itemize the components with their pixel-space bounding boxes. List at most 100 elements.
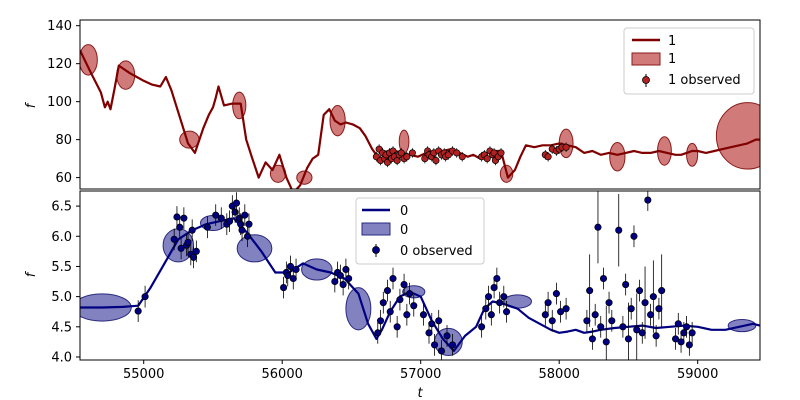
top-observed-point-9 [389, 147, 397, 155]
top-y-ticks: 60 80 100 120 140 [47, 19, 80, 186]
top-legend-point-swatch [642, 76, 650, 84]
bottom-x-tick-label-1: 56000 [262, 367, 303, 382]
bottom-observed-point-31 [289, 274, 297, 283]
bottom-observed-point-15 [217, 214, 225, 222]
bottom-observed-point-82 [605, 299, 613, 307]
bottom-y-ticks: 4.0 4.5 5.0 5.5 6.0 6.5 [51, 200, 80, 365]
top-y-tick-label-0: 60 [55, 171, 72, 186]
bottom-observed-point-6 [180, 214, 188, 222]
bottom-observed-point-43 [386, 308, 394, 316]
top-observed-point-39 [497, 149, 505, 157]
bottom-observed-point-38 [345, 274, 353, 283]
top-band-0 [80, 44, 98, 76]
bottom-observed-point-98 [655, 305, 663, 313]
bottom-observed-point-69 [544, 299, 552, 307]
bottom-observed-point-12 [192, 247, 200, 255]
bottom-observed-point-24 [241, 211, 249, 219]
bottom-observed-point-2 [170, 235, 178, 243]
bottom-observed-point-104 [683, 323, 691, 331]
bottom-observed-point-90 [633, 326, 641, 334]
bottom-observed-point-55 [435, 317, 443, 325]
bottom-observed-point-93 [641, 299, 649, 307]
bottom-observed-point-79 [597, 323, 605, 331]
bottom-observed-point-72 [557, 308, 565, 316]
bottom-y-axis-label: f [24, 270, 39, 277]
top-y-tick-label-2: 100 [47, 95, 72, 110]
bottom-band-5 [345, 287, 372, 331]
bottom-observed-point-5 [177, 244, 185, 252]
bottom-observed-point-32 [292, 265, 300, 274]
bottom-observed-point-50 [410, 302, 418, 310]
bottom-observed-point-65 [496, 299, 504, 307]
bottom-observed-point-66 [500, 293, 508, 301]
bottom-observed-point-22 [237, 220, 245, 228]
bottom-observed-point-92 [638, 329, 646, 337]
bottom-observed-point-54 [430, 341, 439, 349]
bottom-y-tick-label-1: 4.5 [51, 320, 72, 335]
bottom-observed-point-75 [586, 287, 594, 295]
bottom-observed-point-23 [238, 226, 246, 234]
bottom-observed-point-35 [336, 271, 344, 280]
bottom-observed-point-11 [190, 253, 198, 261]
top-legend-box [623, 27, 755, 95]
bottom-observed-point-27 [280, 284, 288, 292]
bottom-observed-point-84 [615, 226, 623, 234]
bottom-observed-point-10 [188, 226, 196, 234]
bottom-observed-point-87 [624, 335, 632, 343]
bottom-observed-point-76 [588, 335, 596, 343]
top-legend-band-swatch [631, 52, 661, 66]
bottom-observed-point-68 [541, 311, 549, 319]
bottom-observed-point-91 [635, 287, 644, 295]
bottom-plot-area [80, 191, 760, 360]
top-observed-point-15 [403, 153, 411, 161]
top-legend-observed-label: 1 observed [668, 73, 741, 88]
bottom-observed-point-70 [548, 317, 556, 325]
bottom-observed-point-88 [627, 305, 635, 313]
bottom-observed-point-67 [503, 308, 511, 316]
top-band-12 [686, 142, 699, 167]
bottom-observed-point-99 [658, 287, 666, 295]
bottom-observed-point-100 [671, 335, 680, 343]
bottom-observed-point-48 [403, 311, 411, 319]
bottom-observed-point-60 [482, 305, 490, 313]
bottom-observed-point-19 [231, 208, 239, 216]
bottom-observed-point-97 [652, 332, 660, 340]
bottom-x-tick-label-2: 57000 [400, 367, 441, 382]
bottom-observed-point-42 [383, 287, 392, 295]
bottom-observed-point-62 [487, 311, 495, 319]
bottom-series-line [80, 217, 760, 352]
bottom-legend-line-label: 0 [400, 204, 408, 219]
bottom-observed-point-30 [286, 262, 295, 270]
bottom-x-tick-label-0: 55000 [123, 367, 164, 382]
bottom-observed-point-56 [437, 347, 446, 355]
bottom-observed-point-4 [176, 223, 184, 231]
bottom-observed-point-57 [443, 332, 451, 340]
bottom-x-tick-label-4: 59000 [677, 367, 718, 382]
bottom-observed-point-13 [203, 223, 211, 231]
bottom-observed-point-40 [376, 317, 385, 325]
bottom-axes-frame [79, 190, 761, 361]
bottom-observed-point-25 [244, 232, 252, 240]
bottom-legend-band-swatch [361, 222, 391, 236]
bottom-observed-point-46 [396, 296, 404, 304]
bottom-observed-point-17 [226, 217, 234, 225]
bottom-observed-point-73 [562, 305, 570, 313]
bottom-observed-point-14 [212, 211, 220, 219]
bottom-observed-point-3 [173, 213, 181, 221]
bottom-observed-point-63 [490, 284, 498, 292]
bottom-x-tick-label-3: 58000 [539, 367, 580, 382]
bottom-observed-point-41 [379, 299, 387, 307]
bottom-observed-point-86 [622, 281, 630, 289]
bottom-observed-point-44 [389, 274, 397, 283]
top-y-tick-label-4: 140 [47, 19, 72, 34]
bottom-observed-point-61 [485, 293, 493, 301]
bottom-observed-point-58 [448, 341, 457, 349]
bottom-observed-point-96 [649, 293, 657, 301]
bottom-y-tick-label-5: 6.5 [51, 200, 72, 215]
bottom-legend-observed-label: 0 observed [400, 244, 473, 259]
top-legend-band-label: 1 [668, 52, 676, 67]
bottom-observed-point-8 [184, 238, 192, 246]
bottom-x-ticks: 55000 56000 57000 58000 59000 [123, 360, 718, 382]
bottom-observed-point-71 [552, 290, 560, 298]
